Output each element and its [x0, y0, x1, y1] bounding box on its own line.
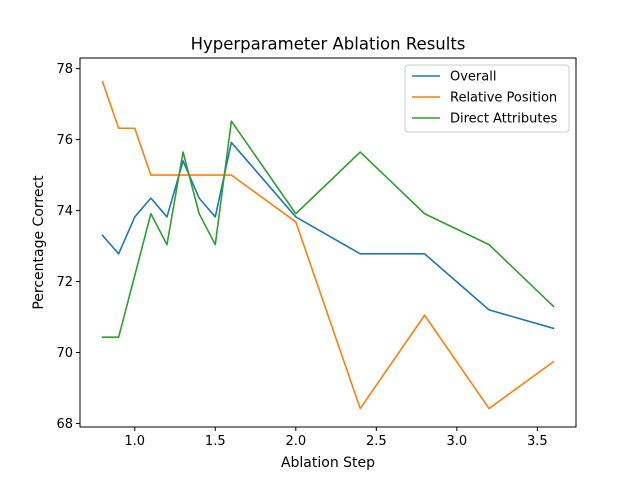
- x-tick-label: 3.0: [446, 434, 467, 449]
- series-line-3: [101, 120, 555, 339]
- y-axis: 68 70 72 74 76 78: [56, 62, 80, 432]
- x-tick-label: 2.0: [285, 434, 306, 449]
- legend-box: [404, 64, 570, 133]
- y-tick-label: 72: [56, 275, 73, 290]
- x-tick-label: 2.5: [366, 434, 387, 449]
- x-axis-label: Ablation Step: [281, 455, 375, 471]
- chart-title: Hyperparameter Ablation Results: [191, 35, 466, 54]
- legend-label-3: Direct Attributes: [450, 112, 557, 127]
- series-line-2: [101, 80, 555, 410]
- y-tick-label: 68: [56, 417, 73, 432]
- y-axis-label: Percentage Correct: [31, 175, 47, 310]
- y-tick-label: 70: [56, 346, 73, 361]
- series-line-1: [101, 141, 555, 330]
- y-tick-label: 76: [56, 133, 73, 148]
- y-tick-label: 74: [56, 204, 73, 219]
- x-tick-label: 1.5: [205, 434, 226, 449]
- plot-frame: [79, 57, 577, 428]
- x-tick-label: 1.0: [124, 434, 145, 449]
- x-tick-label: 3.5: [527, 434, 548, 449]
- y-tick-label: 78: [56, 62, 73, 77]
- legend-label-2: Relative Position: [450, 91, 557, 106]
- series-layer: [101, 80, 555, 410]
- legend-label-1: Overall: [450, 70, 496, 85]
- x-axis: 1.0 1.5 2.0 2.5 3.0 3.5: [124, 427, 548, 449]
- legend: Overall Relative Position Direct Attribute…: [404, 64, 570, 133]
